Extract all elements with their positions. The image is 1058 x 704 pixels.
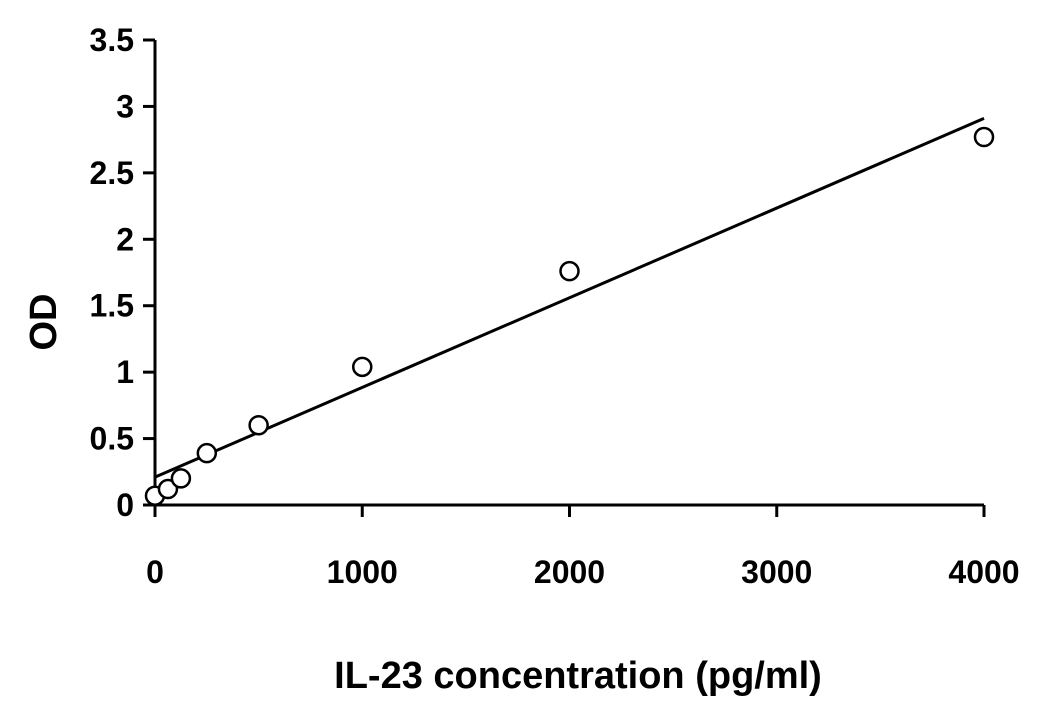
x-tick-label: 0: [146, 554, 164, 590]
data-point: [973, 126, 995, 148]
data-point: [559, 260, 580, 282]
y-tick-label: 1: [116, 354, 134, 390]
axes: 0 0.5 1 1.5 2 2.5 3 3.5 0 1000 2000 3000 4000: [90, 22, 1020, 590]
y-tick-label: 0: [116, 487, 134, 523]
trendline: [154, 117, 985, 479]
data-point: [157, 478, 179, 500]
data-point: [196, 442, 218, 464]
y-tick-label: 1.5: [90, 288, 134, 324]
y-axis-title: OD: [23, 294, 65, 351]
data-point: [248, 415, 269, 436]
x-tick-label: 1000: [327, 554, 398, 590]
x-axis-title: IL-23 concentration (pg/ml): [334, 655, 822, 697]
trendline-group: [154, 117, 985, 479]
data-point: [352, 356, 373, 378]
data-point: [170, 468, 192, 489]
x-tick-label: 3000: [741, 554, 812, 590]
y-tick-label: 0.5: [90, 421, 134, 457]
y-tick-label: 2: [116, 221, 134, 257]
y-tick-label: 3: [116, 88, 134, 124]
data-points: [144, 126, 995, 506]
y-tick-label: 3.5: [90, 22, 134, 58]
y-tick-label: 2.5: [90, 155, 134, 191]
x-tick-label: 4000: [948, 554, 1019, 590]
x-tick-label: 2000: [534, 554, 605, 590]
